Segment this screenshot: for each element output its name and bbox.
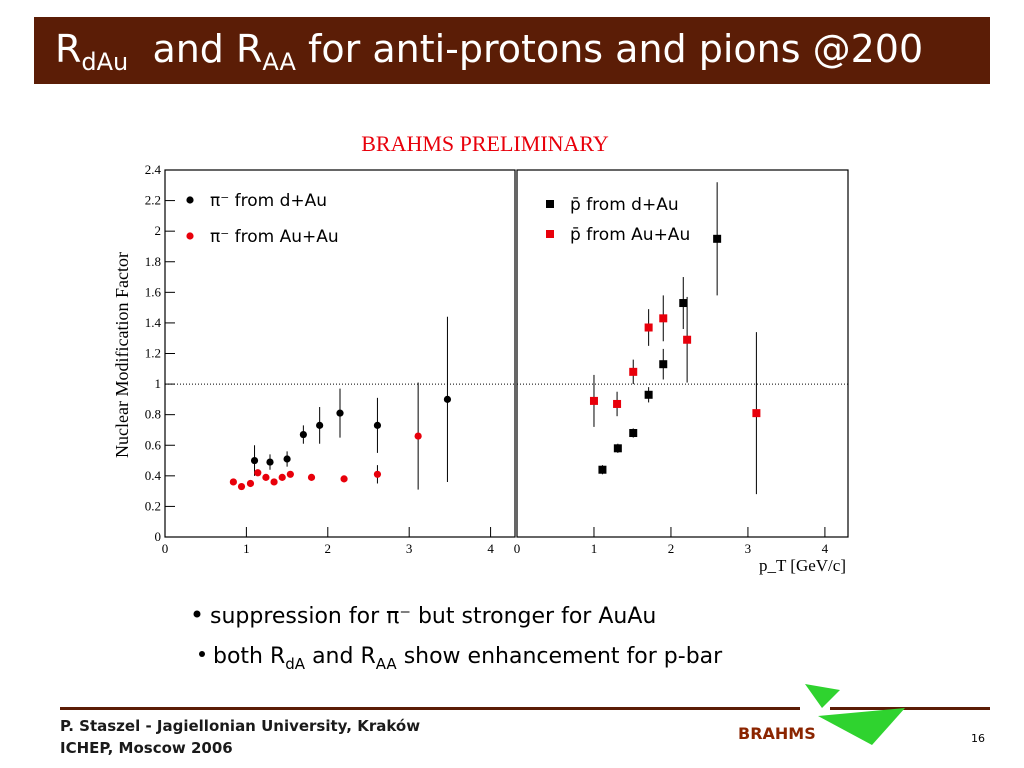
y-tick-label: 0.4 [145,468,162,483]
slide-title: RdAu and RAA for anti-protons and pions … [55,27,923,76]
data-point [229,478,237,486]
data-point [286,470,294,478]
data-point [659,314,668,323]
data-point [278,473,286,481]
legend-label: π⁻ from Au+Au [210,227,339,247]
footer-author: P. Staszel - Jagiellonian University, Kr… [60,717,420,735]
y-tick-label: 1 [155,376,162,391]
x-tick-label: 1 [591,541,598,556]
x-tick-label: 2 [668,541,675,556]
x-tick-label: 2 [325,541,332,556]
x-axis-label: p_T [GeV/c] [759,556,846,575]
data-point [316,421,324,429]
data-point [307,473,316,481]
page-number: 16 [971,732,985,745]
title-part: R [55,27,81,71]
data-point [659,360,668,369]
legend-label: π⁻ from d+Au [210,191,327,211]
y-tick-label: 1.2 [145,346,161,361]
bullet-part: and R [305,644,376,669]
title-part: for anti-protons and pions @200 [296,27,923,71]
bullet-sub: AA [376,655,398,673]
logo-shape [818,708,905,745]
x-tick-label: 3 [745,541,752,556]
title-sub: dAu [81,48,128,76]
title-sub: AA [262,48,296,76]
y-tick-label: 0.6 [145,437,162,452]
bullet-part: both R [213,644,285,669]
data-point [266,458,274,466]
title-part: and R [128,27,262,71]
x-tick-label: 0 [162,541,169,556]
legend-marker [186,196,194,204]
data-point [283,455,291,463]
data-point [713,234,722,243]
data-point [254,469,262,477]
x-tick-label: 0 [514,541,521,556]
title-bar [34,17,990,84]
logo-shape [805,684,840,708]
y-axis-label: Nuclear Modification Factor [112,252,132,458]
data-point [336,409,344,417]
plot-frame [516,169,849,538]
y-tick-label: 1.8 [145,254,161,269]
data-point [373,470,382,478]
data-point [373,421,382,429]
x-tick-label: 3 [406,541,413,556]
footer-rule [60,707,800,710]
data-point [752,409,761,418]
y-tick-label: 2.2 [145,193,161,208]
y-tick-label: 0 [155,529,162,544]
legend-marker [546,230,554,238]
x-tick-label: 4 [822,541,829,556]
bullet-dot [199,651,205,657]
data-point [598,465,607,474]
legend-label: p̄ from Au+Au [570,225,690,245]
data-point [237,482,246,491]
footer-event: ICHEP, Moscow 2006 [60,739,233,757]
data-point [414,432,422,440]
y-tick-label: 1.6 [145,284,162,299]
y-tick-label: 1.4 [145,315,162,330]
data-point [644,390,653,399]
data-point [262,473,270,481]
x-tick-label: 1 [243,541,250,556]
annotation: BRAHMS PRELIMINARY [361,131,609,156]
data-point [613,399,622,408]
legend-label: p̄ from d+Au [570,195,679,215]
data-point [589,396,598,405]
data-point [629,367,638,376]
data-point [679,299,688,308]
legend-marker [546,200,554,208]
y-tick-label: 2 [155,223,162,238]
data-point [299,430,307,439]
legend-marker [186,232,194,240]
data-point [443,395,452,403]
plot-frame [164,169,516,538]
bullet-part: show enhancement for p-bar [397,644,723,669]
y-tick-label: 2.4 [145,162,162,177]
y-tick-label: 0.2 [145,498,161,513]
bullet: both RdA and RAA show enhancement for p-… [213,644,723,673]
bullet-dot [193,610,201,618]
bullet-sub: dA [285,655,306,673]
footer-logo-text: BRAHMS [738,724,816,743]
data-point [246,479,255,488]
bullet: suppression for π⁻ but stronger for AuAu [210,604,656,629]
data-point [683,335,692,344]
data-point [250,456,259,465]
data-point [340,475,348,483]
data-point [270,478,278,486]
data-point [613,444,622,453]
footer-rule [830,707,990,710]
data-point [629,429,638,438]
x-tick-label: 4 [487,541,494,556]
data-point [644,323,653,332]
y-tick-label: 0.8 [145,407,161,422]
